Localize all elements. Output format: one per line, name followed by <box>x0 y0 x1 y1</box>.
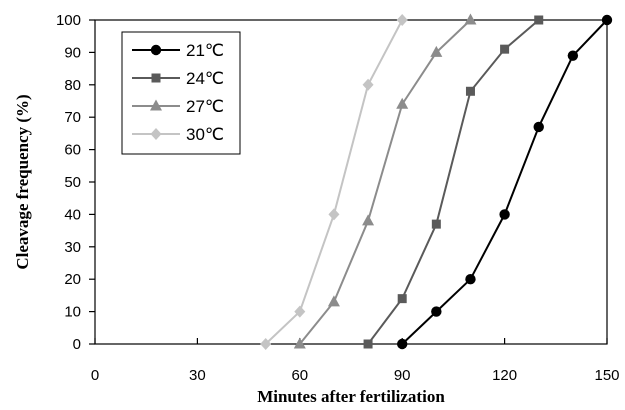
legend-item: 27℃ <box>132 97 224 116</box>
series-4 <box>260 14 408 350</box>
x-tick-label: 120 <box>492 367 517 384</box>
series-2 <box>363 15 544 349</box>
x-axis-title: Minutes after fertilization <box>257 387 445 406</box>
y-tick-label: 0 <box>73 336 81 353</box>
y-tick-label: 10 <box>64 304 81 321</box>
legend-label: 30℃ <box>186 125 224 144</box>
data-point <box>534 15 544 25</box>
x-tick-label: 150 <box>594 367 619 384</box>
series-3 <box>293 13 477 349</box>
data-point <box>500 44 510 54</box>
legend-marker <box>150 128 162 140</box>
data-point <box>362 78 374 91</box>
data-point <box>293 337 306 349</box>
y-tick-label: 40 <box>64 206 81 223</box>
legend-marker <box>151 73 161 83</box>
y-tick-label: 50 <box>64 174 81 191</box>
legend-item: 30℃ <box>132 125 224 144</box>
legend-label: 27℃ <box>186 97 224 116</box>
data-point <box>363 339 373 349</box>
data-point <box>464 13 477 25</box>
data-point <box>362 214 375 226</box>
data-point <box>533 121 544 133</box>
data-point <box>499 209 510 220</box>
legend: 21℃ 24℃ 27℃ 30℃ <box>121 31 241 155</box>
legend-label: 21℃ <box>186 41 224 60</box>
data-point <box>327 295 340 307</box>
data-point <box>430 45 443 57</box>
data-point <box>328 208 340 221</box>
x-axis-ticks: 0 30 60 90 120 150 <box>91 338 620 384</box>
legend-item: 24℃ <box>132 69 224 88</box>
series-line <box>299 19 472 345</box>
y-tick-label: 70 <box>64 109 81 126</box>
y-axis-title: Cleavage frequency (%) <box>13 94 32 269</box>
data-point <box>397 338 408 350</box>
legend-marker <box>150 99 162 111</box>
series-1 <box>397 14 613 350</box>
data-point <box>260 338 272 350</box>
data-point <box>396 97 409 109</box>
y-axis-ticks: 0 10 20 30 40 50 60 70 80 90 100 <box>56 12 95 353</box>
data-point <box>601 14 613 26</box>
data-point <box>431 306 442 317</box>
data-point <box>465 86 475 96</box>
x-tick-label: 60 <box>291 367 308 384</box>
y-tick-label: 60 <box>64 142 81 159</box>
data-point <box>396 14 408 26</box>
data-point <box>431 219 441 229</box>
data-point <box>397 294 407 304</box>
series-line <box>401 19 608 345</box>
y-tick-label: 90 <box>64 44 81 61</box>
y-tick-label: 80 <box>64 77 81 94</box>
legend-item: 21℃ <box>132 41 224 60</box>
x-tick-label: 0 <box>91 367 99 384</box>
data-point <box>465 274 476 285</box>
y-tick-label: 30 <box>64 239 81 256</box>
data-point <box>567 50 579 61</box>
x-tick-label: 30 <box>189 367 206 384</box>
data-point <box>294 305 306 318</box>
y-tick-label: 20 <box>64 271 81 288</box>
series-line <box>367 19 540 345</box>
legend-label: 24℃ <box>186 69 224 88</box>
legend-marker <box>150 44 162 56</box>
x-tick-label: 90 <box>394 367 411 384</box>
series-layer <box>260 13 613 350</box>
y-tick-label: 100 <box>56 12 81 29</box>
